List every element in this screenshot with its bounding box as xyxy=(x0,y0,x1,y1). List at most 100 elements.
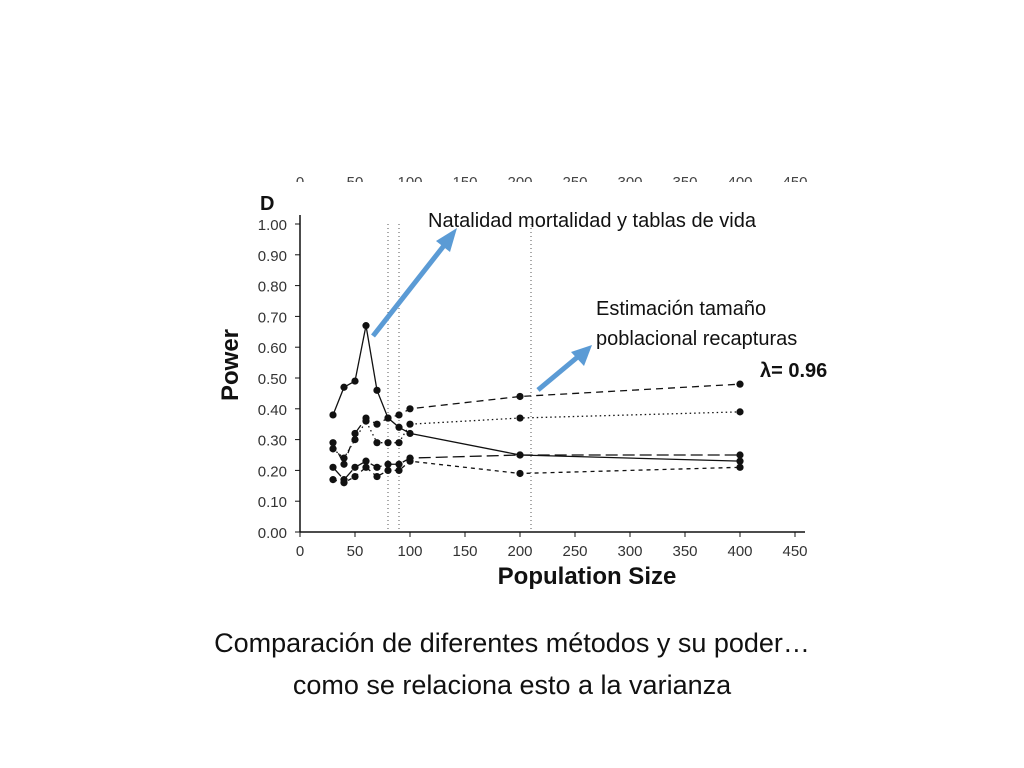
x-axis-ticks: 0 50 100 150 200 250 300 350 400 450 xyxy=(296,532,808,560)
annotation-arrows xyxy=(371,228,592,392)
series-line xyxy=(332,383,741,466)
data-point xyxy=(373,439,381,447)
y-tick-label: 0.10 xyxy=(258,494,287,511)
x-tick-label: 250 xyxy=(562,543,587,560)
data-point xyxy=(384,439,392,447)
data-point xyxy=(373,420,381,428)
data-point xyxy=(362,457,370,465)
y-tick-label: 0.50 xyxy=(258,371,287,388)
top-tick-label: 350 xyxy=(672,174,697,191)
data-point xyxy=(362,322,370,330)
data-point xyxy=(351,436,359,444)
y-tick-label: 1.00 xyxy=(258,217,287,234)
data-point xyxy=(736,408,744,416)
y-tick-label: 0.90 xyxy=(258,248,287,265)
annotation-estimacion-line1: Estimación tamaño xyxy=(596,298,767,320)
arrow-natalidad-shaft xyxy=(371,241,448,338)
annotation-estimacion-line2: poblacional recapturas xyxy=(596,328,798,350)
x-tick-label: 400 xyxy=(727,543,752,560)
series-4 xyxy=(329,451,744,484)
data-point xyxy=(384,466,392,474)
data-point xyxy=(406,429,414,438)
top-tick-label: 0 xyxy=(296,174,304,191)
top-tick-label: 50 xyxy=(347,174,364,191)
caption-line-2: como se relaciona esto a la varianza xyxy=(292,670,732,700)
y-tick-label: 0.60 xyxy=(258,340,287,357)
series-line xyxy=(332,411,741,460)
y-axis-label: Power xyxy=(217,329,244,401)
top-axis-ticks: 0 50 100 150 200 250 300 350 400 450 xyxy=(296,174,808,191)
lambda-label: λ= 0.96 xyxy=(760,360,827,382)
x-tick-label: 300 xyxy=(617,543,642,560)
x-tick-label: 50 xyxy=(347,543,364,560)
data-point xyxy=(395,466,403,474)
data-point xyxy=(373,463,381,471)
data-point xyxy=(373,472,381,481)
y-tick-label: 0.70 xyxy=(258,309,287,326)
data-point xyxy=(329,445,337,453)
data-point xyxy=(406,405,414,413)
top-tick-label: 400 xyxy=(727,174,752,191)
caption-line-1: Comparación de diferentes métodos y su p… xyxy=(214,628,810,658)
data-point xyxy=(362,417,370,425)
y-axis-ticks: 0.00 0.10 0.20 0.30 0.40 0.50 0.60 0.70 0.80 0.90… xyxy=(258,217,300,542)
data-point xyxy=(516,469,524,478)
data-point xyxy=(516,414,524,422)
top-tick-label: 250 xyxy=(562,174,587,191)
data-point xyxy=(406,420,414,428)
series-line xyxy=(332,460,741,484)
top-axis-labels: 0 50 100 150 200 250 300 350 400 450 xyxy=(296,174,808,191)
x-tick-label: 0 xyxy=(296,543,304,560)
y-tick-label: 0.80 xyxy=(258,279,287,296)
data-point xyxy=(351,429,359,438)
y-tick-label: 0.30 xyxy=(258,433,287,450)
data-point xyxy=(362,463,370,471)
y-tick-label: 0.20 xyxy=(258,463,287,480)
reference-lines xyxy=(387,224,532,532)
data-point xyxy=(329,476,337,484)
x-tick-label: 200 xyxy=(507,543,532,560)
arrow-estimacion-head xyxy=(571,345,592,366)
data-point xyxy=(736,457,744,465)
x-tick-label: 150 xyxy=(452,543,477,560)
data-point xyxy=(395,460,403,468)
data-point xyxy=(406,457,414,465)
data-point xyxy=(395,411,403,419)
data-point xyxy=(340,383,348,391)
series-5 xyxy=(329,457,744,487)
annotation-natalidad: Natalidad mortalidad y tablas de vida xyxy=(428,210,756,232)
x-tick-label: 450 xyxy=(782,543,807,560)
top-tick-label: 300 xyxy=(617,174,642,191)
series-line xyxy=(332,325,741,462)
data-point xyxy=(329,463,337,471)
data-series xyxy=(329,322,744,487)
data-point xyxy=(351,463,359,471)
panel-label: D xyxy=(260,193,274,215)
data-point xyxy=(516,451,524,459)
data-point xyxy=(736,463,744,471)
top-tick-label: 200 xyxy=(507,174,532,191)
data-point xyxy=(384,414,392,422)
data-point xyxy=(736,380,744,388)
data-point xyxy=(329,439,337,447)
x-axis-label: Population Size xyxy=(498,563,677,590)
data-point xyxy=(351,377,359,385)
data-point xyxy=(373,386,381,394)
data-point xyxy=(395,423,403,431)
y-tick-label: 0.40 xyxy=(258,402,287,419)
arrow-natalidad-head xyxy=(436,228,457,252)
data-point xyxy=(340,460,348,468)
data-point xyxy=(340,479,348,487)
axes xyxy=(299,215,805,533)
x-tick-label: 350 xyxy=(672,543,697,560)
series-line xyxy=(332,454,740,481)
data-point xyxy=(329,411,337,419)
top-tick-label: 450 xyxy=(782,174,807,191)
top-tick-label: 100 xyxy=(397,174,422,191)
data-point xyxy=(395,439,403,447)
data-point xyxy=(736,451,744,459)
annotation-estimacion: Estimación tamaño poblacional recapturas xyxy=(596,294,797,354)
series-3 xyxy=(329,408,744,462)
top-tick-label: 150 xyxy=(452,174,477,191)
